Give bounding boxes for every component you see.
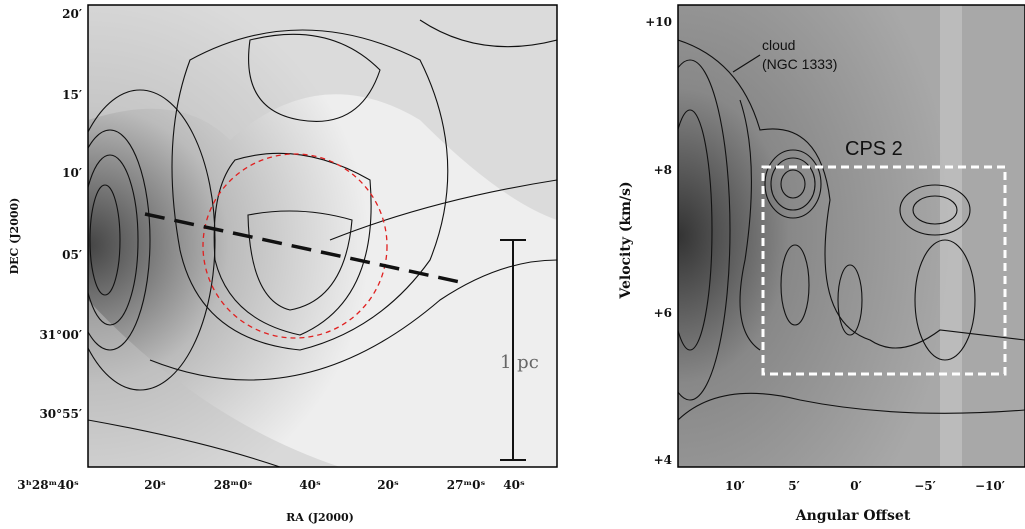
scale-bar: [500, 239, 526, 461]
x-tick-label: 27ᵐ0ˢ: [447, 478, 486, 492]
x-tick-label: 0′: [850, 479, 862, 493]
y-tick-label: 10′: [62, 166, 82, 180]
y-tick-label: 20′: [62, 7, 82, 21]
left-map: [88, 5, 557, 467]
annotation: CPS 2: [845, 138, 903, 160]
y-tick-label: +8: [654, 163, 672, 177]
x-tick-label: −10′: [975, 479, 1005, 493]
x-tick-label: 20ˢ: [144, 478, 166, 492]
x-tick-label: 28ᵐ0ˢ: [214, 478, 253, 492]
x-tick-label: 3ʰ28ᵐ40ˢ: [17, 478, 79, 492]
x-tick-label: 10′: [725, 479, 745, 493]
y-tick-label: 30°55′: [39, 407, 82, 421]
y-tick-label: +6: [654, 306, 672, 320]
y-axis-label: DEC (J2000): [8, 198, 21, 275]
x-tick-label: −5′: [914, 479, 936, 493]
y-tick-label: +4: [654, 453, 672, 467]
x-tick-label: 5′: [788, 479, 800, 493]
scale-label: 1 pc: [500, 352, 539, 373]
x-axis-label: Angular Offset: [795, 508, 911, 524]
x-tick-label: 40ˢ: [299, 478, 321, 492]
x-tick-label: 40ˢ: [503, 478, 525, 492]
y-tick-label: 15′: [62, 88, 82, 102]
right-map: [678, 5, 1025, 467]
y-axis-label: Velocity (km/s): [618, 181, 634, 299]
x-tick-label: 20ˢ: [377, 478, 399, 492]
y-tick-label: 31°00′: [39, 328, 82, 342]
x-axis-label: RA (J2000): [286, 511, 354, 524]
y-tick-label: +10: [645, 15, 672, 29]
y-tick-label: 05′: [62, 248, 82, 262]
annotation: cloud: [762, 37, 795, 53]
right-frame: [677, 4, 1025, 468]
annotation: (NGC 1333): [762, 56, 837, 72]
left-frame: [87, 4, 558, 468]
